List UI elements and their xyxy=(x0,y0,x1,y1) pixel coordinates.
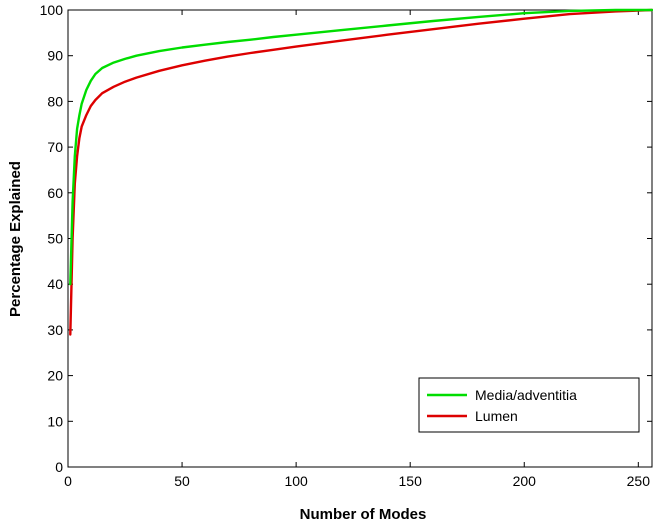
y-tick-label: 20 xyxy=(47,368,63,384)
y-tick-label: 40 xyxy=(47,276,63,292)
x-axis-ticks: 0 50 100 150 200 250 xyxy=(64,10,650,489)
y-tick-label: 60 xyxy=(47,185,63,201)
series-line-media-adventitia xyxy=(69,8,653,286)
x-tick-label: 100 xyxy=(284,473,308,489)
x-tick-label: 50 xyxy=(174,473,190,489)
x-axis-label: Number of Modes xyxy=(300,506,427,523)
x-tick-label: 250 xyxy=(627,473,651,489)
y-tick-label: 70 xyxy=(47,139,63,155)
legend: Media/adventitia Lumen xyxy=(418,377,640,433)
y-tick-label: 30 xyxy=(47,322,63,338)
x-tick-label: 150 xyxy=(399,473,423,489)
y-tick-label: 10 xyxy=(47,413,63,429)
y-tick-label: 90 xyxy=(47,48,63,64)
y-tick-label: 50 xyxy=(47,231,63,247)
x-tick-label: 200 xyxy=(513,473,537,489)
x-tick-label: 0 xyxy=(64,473,72,489)
series-line-lumen xyxy=(69,8,653,336)
y-tick-label: 0 xyxy=(55,459,63,475)
y-tick-label: 80 xyxy=(47,93,63,109)
y-tick-label: 100 xyxy=(40,2,64,18)
y-axis-label: Percentage Explained xyxy=(7,161,24,317)
y-axis-ticks: 0 10 20 30 40 50 60 70 80 90 100 xyxy=(40,2,652,475)
series-lines xyxy=(69,8,653,336)
legend-label-lumen: Lumen xyxy=(475,408,518,424)
legend-label-media-adventitia: Media/adventitia xyxy=(475,387,577,403)
legend-box xyxy=(418,377,640,433)
